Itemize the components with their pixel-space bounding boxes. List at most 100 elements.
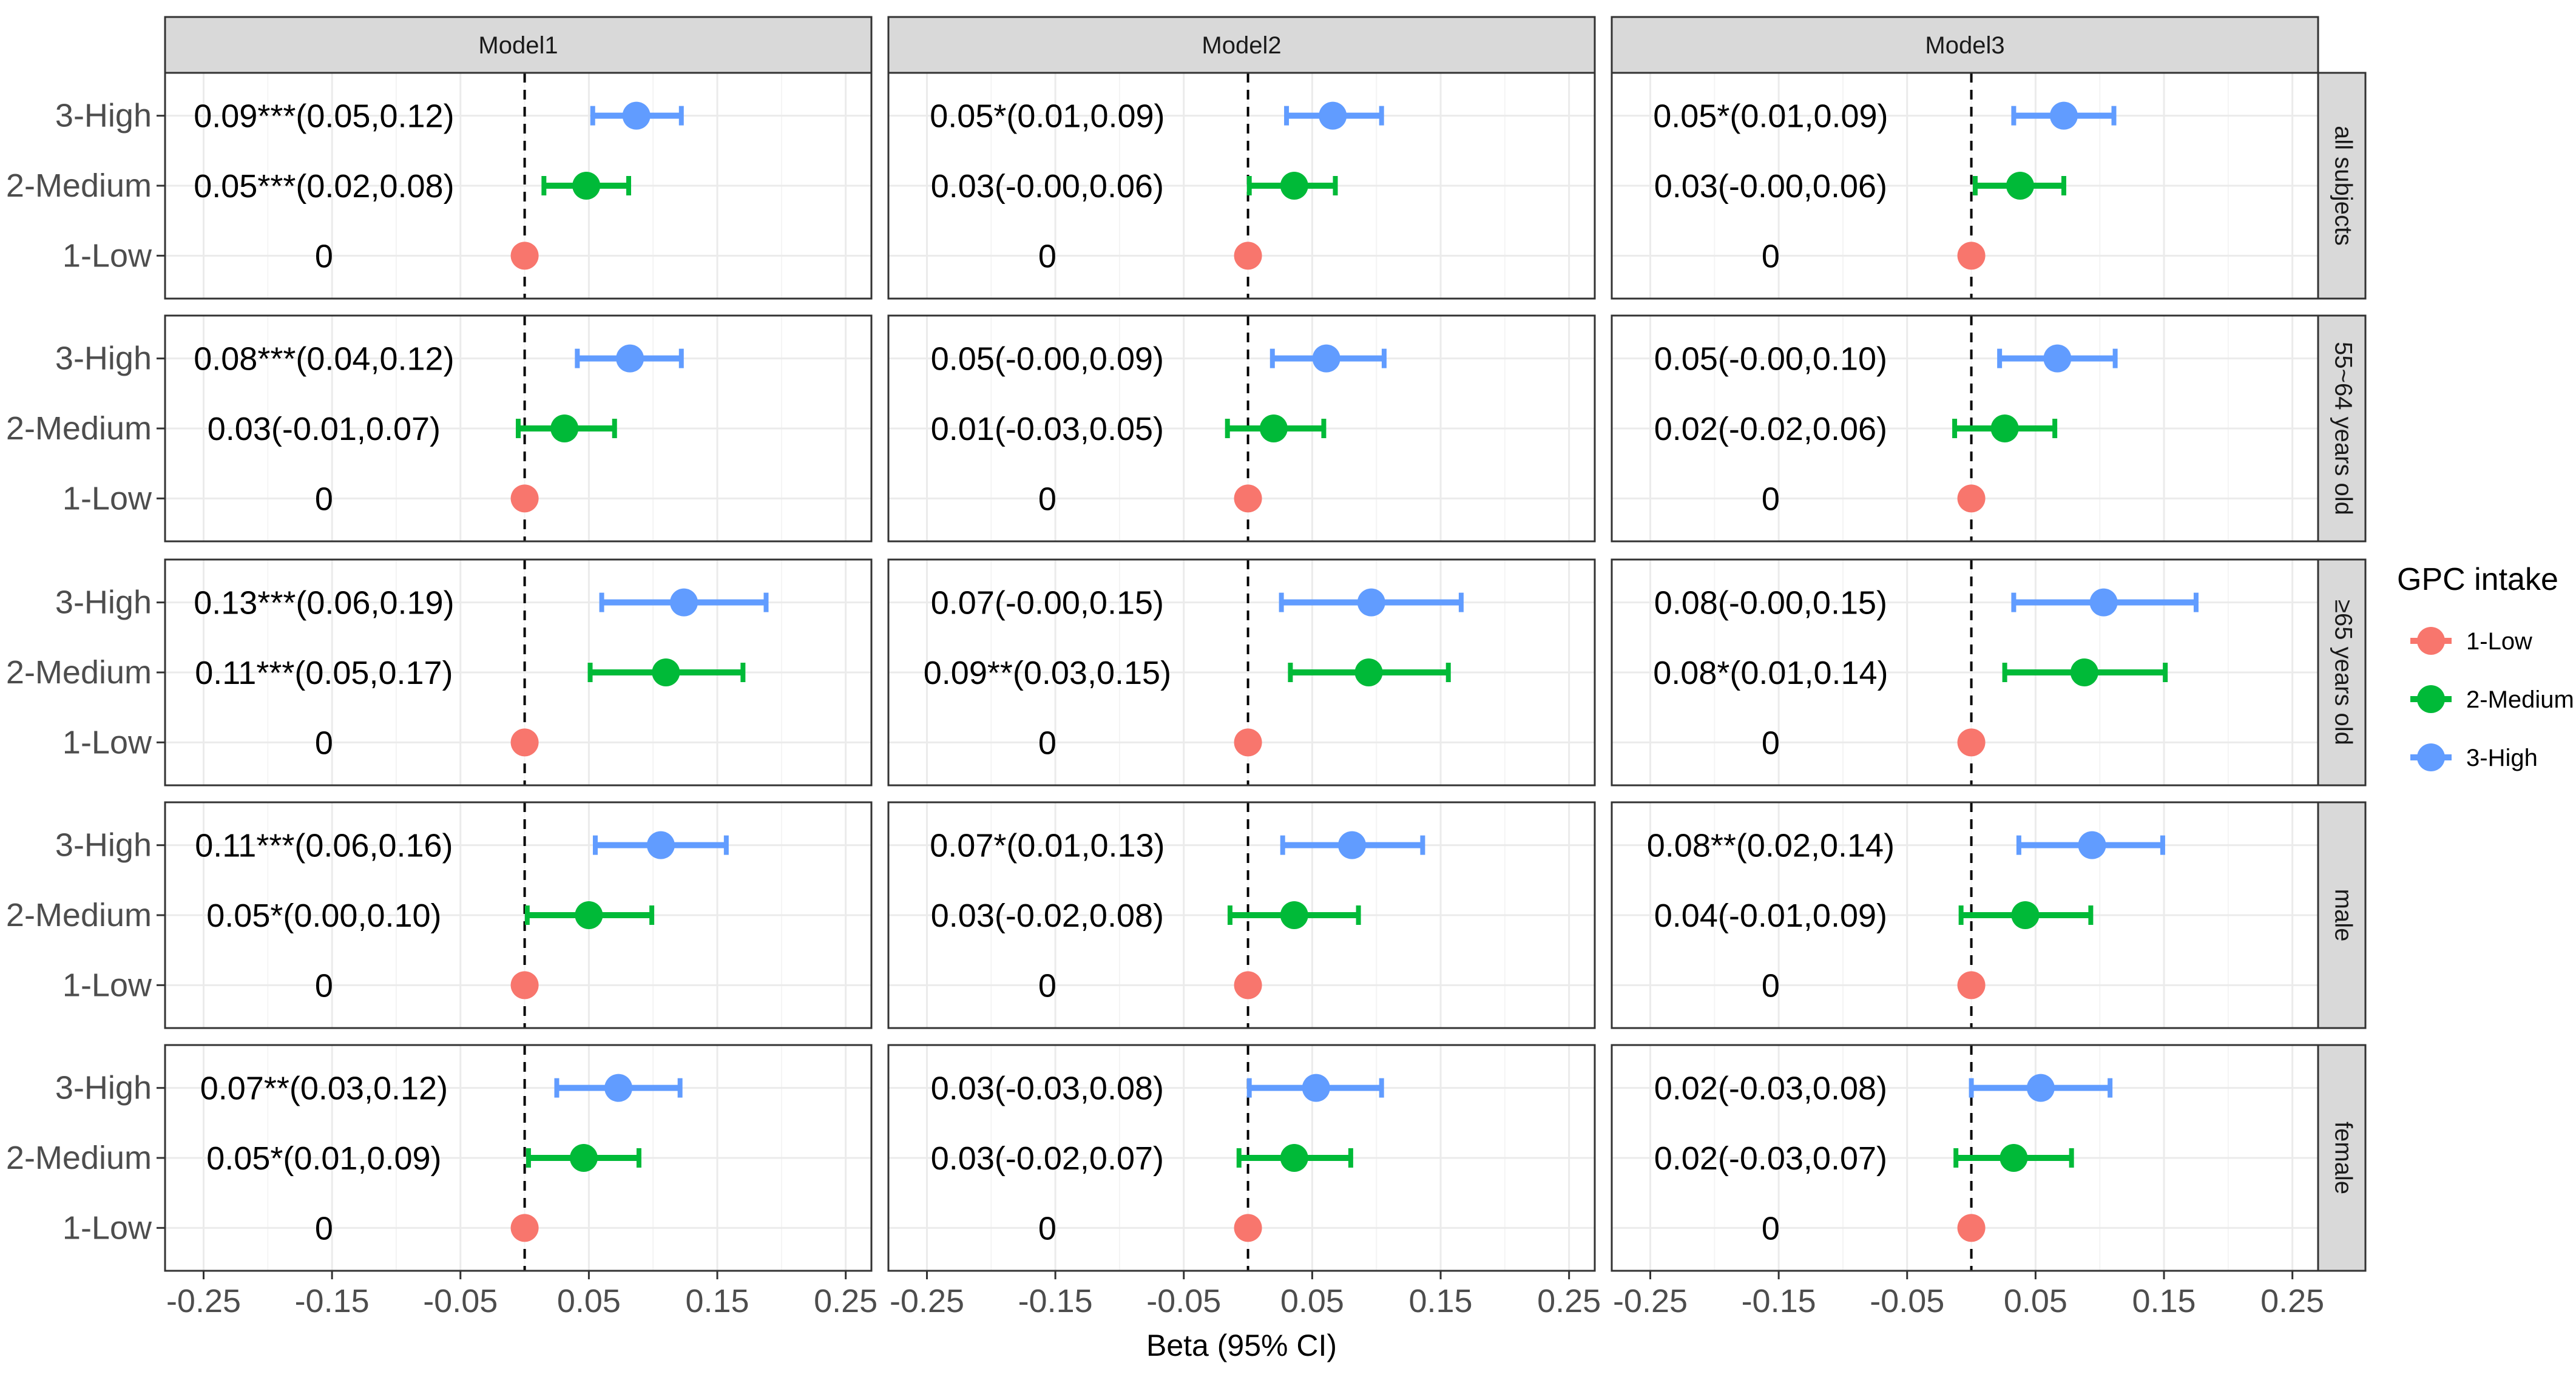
y-tick-label: 1-Low (63, 967, 152, 1003)
panel-border (1611, 801, 2319, 1029)
estimate-label: 0.13***(0.06,0.19) (194, 585, 454, 621)
panel: 0.07**(0.03,0.12) 0.05*(0.01,0.09) 0 (164, 1044, 873, 1272)
panel: 0.07*(0.01,0.13) 0.03(-0.02,0.08) 0 (887, 801, 1596, 1029)
x-axis-title: Beta (95% CI) (1146, 1328, 1337, 1362)
y-tick-label: 1-Low (63, 1210, 152, 1246)
x-tick-label: -0.15 (295, 1283, 370, 1319)
point-estimate (1357, 588, 1385, 617)
point-estimate (510, 971, 539, 1000)
point-estimate (1302, 1074, 1330, 1102)
x-tick-label: 0.25 (1537, 1283, 1601, 1319)
panel-border (164, 72, 873, 300)
panel: 0.05(-0.00,0.10) 0.02(-0.02,0.06) 0 (1611, 314, 2319, 543)
y-tick-label: 2-Medium (6, 654, 152, 691)
y-tick-label: 1-Low (63, 724, 152, 760)
panel-border (1611, 558, 2319, 787)
legend-key-point (2417, 627, 2445, 655)
panel-border (164, 1044, 873, 1272)
legend-label: 2-Medium (2466, 686, 2574, 713)
y-tick-label: 1-Low (63, 480, 152, 516)
point-estimate (2026, 1074, 2055, 1102)
model-strip (887, 16, 1596, 74)
panel: 0.05(-0.00,0.09) 0.01(-0.03,0.05) 0 (887, 314, 1596, 543)
panel-border (887, 72, 1596, 300)
x-tick-label: -0.05 (1870, 1283, 1944, 1319)
estimate-label: 0.03(-0.02,0.08) (931, 898, 1164, 934)
estimate-label: 0.05(-0.00,0.10) (1654, 341, 1887, 377)
x-tick-label: 0.05 (2004, 1283, 2067, 1319)
estimate-label: 0 (1038, 1210, 1056, 1247)
panel: 0.09***(0.05,0.12) 0.05***(0.02,0.08) 0 (164, 72, 873, 300)
panel-border (164, 801, 873, 1029)
estimate-label: 0 (1762, 481, 1780, 517)
estimate-label: 0.09**(0.03,0.15) (924, 655, 1171, 691)
model-strip-label: Model2 (1202, 32, 1281, 59)
panel: 0.08***(0.04,0.12) 0.03(-0.01,0.07) 0 (164, 314, 873, 543)
x-tick-label: -0.05 (423, 1283, 498, 1319)
estimate-label: 0.08*(0.01,0.14) (1653, 655, 1888, 691)
point-estimate (1957, 971, 1986, 1000)
estimate-label: 0.03(-0.02,0.07) (931, 1140, 1164, 1177)
estimate-label: 0 (315, 1210, 333, 1247)
point-estimate (550, 414, 579, 442)
estimate-label: 0 (1762, 967, 1780, 1004)
point-estimate (1990, 414, 2019, 442)
panel: 0.05*(0.01,0.09) 0.03(-0.00,0.06) 0 (887, 72, 1596, 300)
point-estimate (604, 1074, 633, 1102)
estimate-label: 0.05*(0.01,0.09) (930, 98, 1165, 135)
point-estimate (1354, 658, 1383, 686)
panel: 0.08(-0.00,0.15) 0.08*(0.01,0.14) 0 (1611, 558, 2319, 787)
point-estimate (1234, 728, 1262, 757)
point-estimate (2043, 344, 2072, 373)
estimate-label: 0 (1038, 967, 1056, 1004)
y-tick-label: 3-High (55, 340, 152, 377)
model-strip-label: Model3 (1925, 32, 2004, 59)
estimate-label: 0.04(-0.01,0.09) (1654, 898, 1887, 934)
x-tick-label: -0.25 (166, 1283, 241, 1319)
panel-border (887, 314, 1596, 543)
point-estimate (569, 1144, 598, 1172)
x-tick-label: -0.25 (890, 1283, 964, 1319)
legend-key-point (2417, 743, 2445, 771)
group-strip-label: all subjects (2330, 126, 2356, 246)
panel-border (1611, 72, 2319, 300)
point-estimate (1957, 728, 1986, 757)
estimate-label: 0 (315, 481, 333, 517)
panel: 0.03(-0.03,0.08) 0.03(-0.02,0.07) 0 (887, 1044, 1596, 1272)
y-tick-label: 2-Medium (6, 410, 152, 447)
x-tick-label: 0.15 (685, 1283, 749, 1319)
estimate-label: 0.05(-0.00,0.09) (931, 341, 1164, 377)
point-estimate (2049, 101, 2078, 130)
x-tick-label: 0.25 (814, 1283, 877, 1319)
panel: 0.02(-0.03,0.08) 0.02(-0.03,0.07) 0 (1611, 1044, 2319, 1272)
estimate-label: 0.01(-0.03,0.05) (931, 411, 1164, 447)
point-estimate (1957, 484, 1986, 513)
y-tick-label: 2-Medium (6, 167, 152, 204)
panel-border (164, 558, 873, 787)
point-estimate (2006, 172, 2035, 200)
y-tick-label: 2-Medium (6, 1140, 152, 1176)
model-strip-label: Model1 (478, 32, 558, 59)
estimate-label: 0.05*(0.01,0.09) (1653, 98, 1888, 135)
estimate-label: 0.05*(0.00,0.10) (206, 898, 441, 934)
x-tick-label: -0.25 (1613, 1283, 1688, 1319)
x-tick-label: 0.15 (2132, 1283, 2196, 1319)
x-tick-label: 0.05 (557, 1283, 621, 1319)
panel: 0.13***(0.06,0.19) 0.11***(0.05,0.17) 0 (164, 558, 873, 787)
point-estimate (1957, 242, 1986, 270)
group-strip (2317, 72, 2367, 300)
estimate-label: 0.07**(0.03,0.12) (200, 1071, 448, 1107)
point-estimate (1259, 414, 1288, 442)
estimate-label: 0 (315, 967, 333, 1004)
estimate-label: 0 (1762, 1210, 1780, 1247)
point-estimate (1234, 242, 1262, 270)
estimate-label: 0.02(-0.03,0.08) (1654, 1071, 1887, 1107)
point-estimate (616, 344, 644, 373)
estimate-label: 0 (315, 238, 333, 274)
point-estimate (1234, 484, 1262, 513)
point-estimate (575, 901, 603, 929)
panel-border (887, 801, 1596, 1029)
point-estimate (1338, 831, 1367, 859)
